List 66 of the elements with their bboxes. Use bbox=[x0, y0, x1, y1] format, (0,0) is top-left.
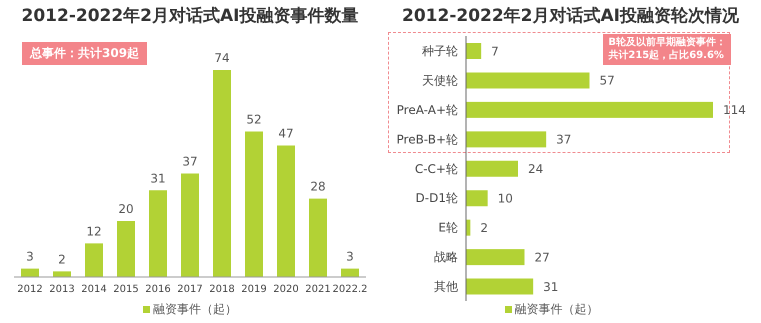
bar bbox=[117, 221, 135, 277]
x-tick-label: 2020 bbox=[273, 284, 299, 296]
x-tick-label: 2021 bbox=[305, 284, 331, 296]
data-label: 10 bbox=[498, 191, 513, 206]
y-tick-label: E轮 bbox=[438, 220, 458, 235]
bar bbox=[181, 174, 199, 277]
data-label: 3 bbox=[26, 250, 34, 264]
bar bbox=[277, 146, 295, 277]
bar bbox=[21, 268, 39, 277]
data-label: 57 bbox=[600, 74, 615, 88]
bar bbox=[466, 72, 590, 88]
data-label: 12 bbox=[86, 224, 102, 238]
y-tick-label: 战略 bbox=[434, 250, 458, 264]
bar bbox=[466, 131, 546, 148]
y-tick-label: PreA-A+轮 bbox=[396, 102, 458, 117]
data-label: 74 bbox=[214, 51, 230, 65]
data-label: 7 bbox=[491, 44, 499, 58]
x-tick-label: 2022.2 bbox=[332, 284, 368, 296]
data-label: 37 bbox=[182, 154, 198, 168]
y-tick-label: C-C+轮 bbox=[414, 162, 458, 176]
bar bbox=[85, 243, 103, 277]
data-label: 47 bbox=[278, 126, 294, 141]
bar bbox=[466, 220, 470, 236]
chart-title: 2012-2022年2月对话式AI投融资事件数量 bbox=[20, 5, 360, 27]
y-tick-label: 天使轮 bbox=[422, 73, 458, 88]
bar bbox=[466, 102, 713, 118]
y-tick-label: PreB-B+轮 bbox=[396, 132, 458, 146]
data-label: 37 bbox=[556, 132, 572, 147]
data-label: 114 bbox=[723, 103, 746, 118]
data-label: 31 bbox=[150, 171, 166, 186]
x-tick-label: 2012 bbox=[17, 284, 43, 296]
data-label: 31 bbox=[543, 280, 558, 294]
data-label: 3 bbox=[346, 250, 354, 264]
x-tick-label: 2016 bbox=[145, 284, 171, 296]
legend-label: 融资事件（起） bbox=[152, 301, 237, 318]
bar bbox=[309, 198, 327, 277]
y-tick-label: 其他 bbox=[434, 280, 458, 294]
y-tick-label: 种子轮 bbox=[422, 44, 458, 58]
x-tick-label: 2014 bbox=[81, 284, 107, 296]
bar bbox=[213, 70, 231, 277]
bar bbox=[149, 190, 167, 277]
data-label: 2 bbox=[58, 252, 66, 266]
legend-label: 融资事件（起） bbox=[514, 301, 598, 318]
x-tick-label: 2015 bbox=[113, 284, 139, 296]
bar bbox=[466, 278, 534, 295]
data-label: 28 bbox=[310, 180, 326, 194]
chart-title: 2012-2022年2月对话式AI投融资轮次情况 bbox=[401, 5, 740, 27]
bar bbox=[245, 132, 263, 277]
data-label: 2 bbox=[480, 220, 488, 235]
bar bbox=[466, 43, 482, 59]
data-label: 24 bbox=[528, 162, 544, 176]
x-tick-label: 2018 bbox=[209, 284, 235, 296]
y-tick-label: D-D1轮 bbox=[416, 191, 458, 206]
text: 总事件：共计309起 bbox=[22, 42, 148, 65]
x-tick-label: 2019 bbox=[241, 284, 267, 296]
data-label: 27 bbox=[534, 250, 550, 264]
annotation: 共计215起，占比69.6% bbox=[608, 50, 725, 62]
bar bbox=[466, 190, 488, 206]
data-label: 52 bbox=[246, 112, 262, 127]
bar bbox=[341, 268, 359, 277]
x-tick-label: 2017 bbox=[177, 284, 203, 296]
annotation: B轮及以前早期融资事件： bbox=[608, 37, 726, 50]
data-label: 20 bbox=[118, 202, 134, 216]
bar bbox=[466, 249, 524, 266]
bar bbox=[466, 160, 518, 177]
x-tick-label: 2013 bbox=[49, 284, 75, 296]
